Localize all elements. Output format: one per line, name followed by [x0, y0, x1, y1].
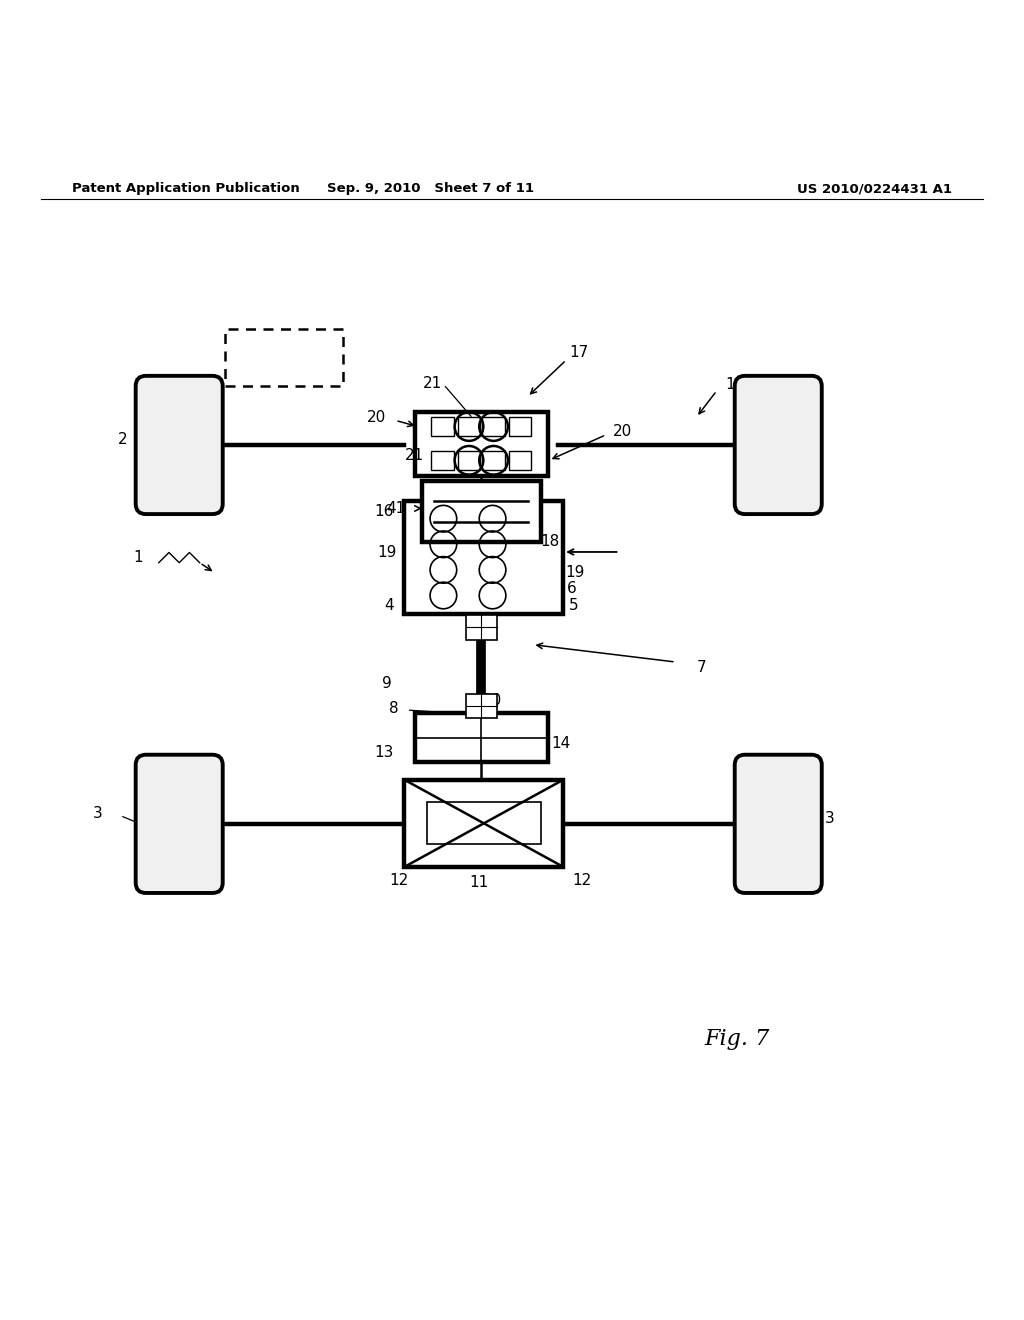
Text: 4: 4 — [384, 598, 394, 614]
Text: 16: 16 — [375, 504, 393, 519]
Bar — [458, 417, 480, 436]
Text: 7: 7 — [696, 660, 707, 675]
FancyBboxPatch shape — [135, 376, 222, 513]
Text: 17: 17 — [569, 346, 588, 360]
Bar — [404, 502, 563, 614]
Text: 9: 9 — [382, 676, 392, 692]
Text: 1: 1 — [133, 550, 143, 565]
Text: 3: 3 — [92, 807, 102, 821]
Text: Fig. 7: Fig. 7 — [705, 1028, 770, 1049]
Bar — [404, 780, 563, 867]
Text: Sep. 9, 2010   Sheet 7 of 11: Sep. 9, 2010 Sheet 7 of 11 — [327, 182, 534, 195]
Text: 2: 2 — [804, 433, 814, 447]
Text: 10: 10 — [482, 693, 501, 709]
Text: 3: 3 — [824, 812, 835, 826]
Bar — [458, 451, 480, 470]
Text: 20: 20 — [613, 424, 632, 440]
Bar — [431, 417, 454, 436]
Bar — [415, 412, 548, 475]
Text: 12: 12 — [572, 873, 591, 887]
Text: 11: 11 — [470, 875, 488, 890]
FancyBboxPatch shape — [135, 755, 222, 892]
Text: 14: 14 — [552, 737, 570, 751]
Text: 41: 41 — [386, 502, 406, 516]
Bar — [482, 417, 505, 436]
Text: 8: 8 — [389, 701, 399, 715]
Text: Patent Application Publication: Patent Application Publication — [72, 182, 299, 195]
Bar — [225, 329, 343, 385]
FancyBboxPatch shape — [735, 376, 821, 513]
Text: 15: 15 — [726, 378, 744, 392]
Text: US 2010/0224431 A1: US 2010/0224431 A1 — [798, 182, 952, 195]
Bar — [422, 480, 541, 543]
Bar — [427, 803, 541, 845]
FancyBboxPatch shape — [735, 755, 821, 892]
Text: 19: 19 — [566, 565, 585, 581]
Text: 6: 6 — [566, 581, 577, 595]
Bar — [466, 694, 497, 718]
Text: 21: 21 — [423, 376, 441, 391]
Text: 20: 20 — [368, 409, 386, 425]
Text: 13: 13 — [375, 744, 393, 759]
Bar — [415, 713, 548, 763]
Text: 5: 5 — [568, 598, 579, 614]
Text: 21: 21 — [406, 447, 424, 463]
Bar — [431, 451, 454, 470]
Text: 18: 18 — [541, 535, 560, 549]
Text: 2: 2 — [118, 433, 128, 447]
Bar — [509, 417, 531, 436]
Bar — [482, 451, 505, 470]
Bar — [509, 451, 531, 470]
Text: 19: 19 — [378, 545, 396, 560]
Bar — [466, 615, 497, 639]
Text: 22: 22 — [272, 348, 296, 367]
Text: 12: 12 — [390, 873, 409, 887]
